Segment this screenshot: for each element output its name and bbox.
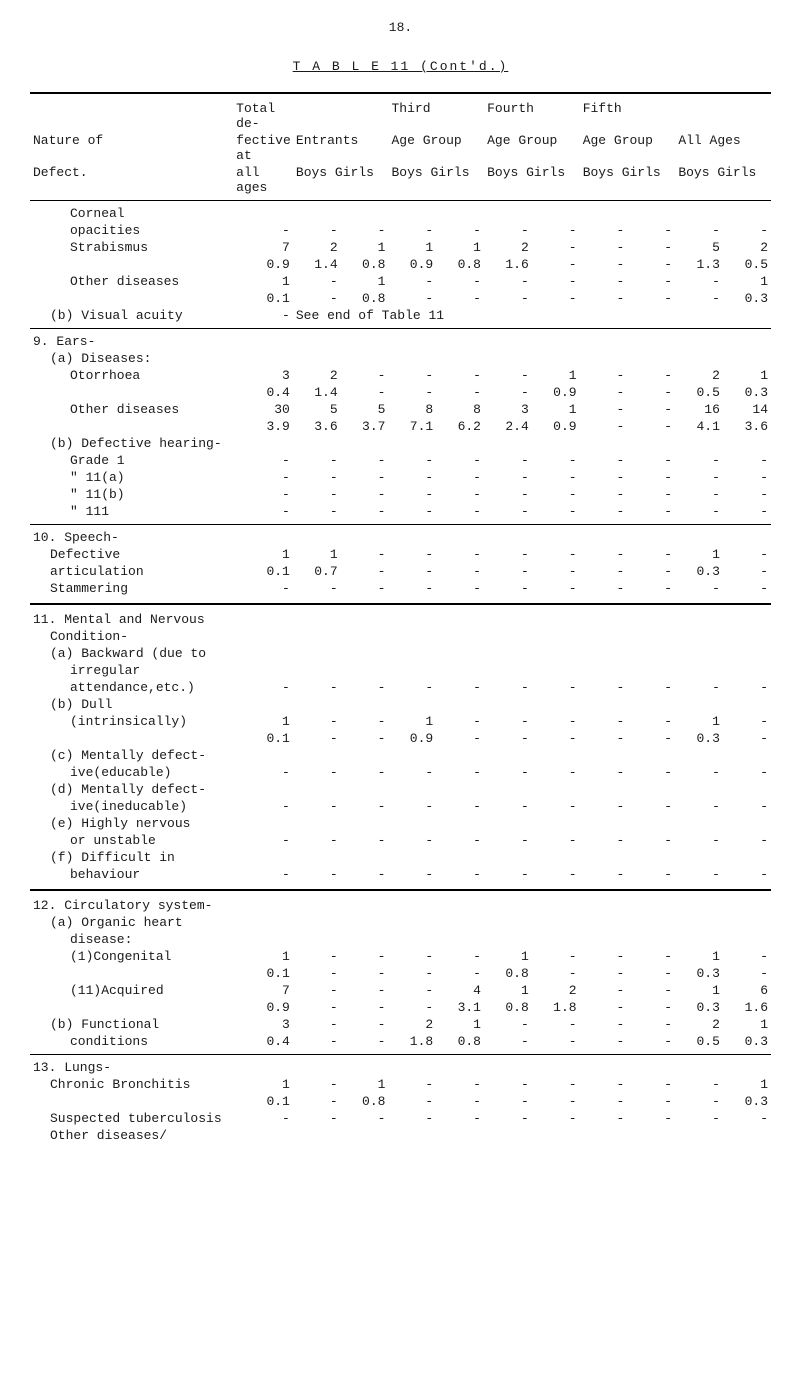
row-defhearing: (b) Defective hearing- — [30, 435, 233, 452]
table-row: articulation 0.10.7-------0.3- — [30, 563, 771, 580]
table-row: (b) Visual acuity - See end of Table 11 — [30, 307, 771, 324]
row-organic: (a) Organic heart — [30, 914, 233, 931]
table-row: ive(educable)----------- — [30, 764, 771, 781]
table-row: (b) Functional 3--21----21 — [30, 1016, 771, 1033]
hdr-third: Third — [389, 100, 485, 132]
table-row: conditions 0.4--1.80.8----0.50.3 — [30, 1033, 771, 1050]
page-number: 18. — [30, 20, 771, 35]
divider — [30, 889, 771, 891]
table-row: attendance,etc.)----------- — [30, 679, 771, 696]
divider — [30, 92, 771, 94]
hdr-entrants: Entrants — [293, 132, 389, 164]
table-row: (11)Acquired 7---412--16 — [30, 982, 771, 999]
row-ears: 9. Ears- — [30, 333, 233, 350]
hdr-agegroup: Age Group — [389, 132, 485, 164]
table-row: Grade 1----------- — [30, 452, 771, 469]
data-table-ears: 9. Ears- (a) Diseases: Otorrhoea 32----1… — [30, 333, 771, 520]
row-mentdef2: (d) Mentally defect- — [30, 781, 233, 798]
table-row: Defective 11-------1- — [30, 546, 771, 563]
table-row: 3.93.63.77.16.22.40.9--4.13.6 — [30, 418, 771, 435]
divider — [30, 524, 771, 525]
header-table: Total de- Third Fourth Fifth Nature of f… — [30, 100, 771, 196]
hdr-total: Total de- — [233, 100, 293, 132]
hdr-allages2: all ages — [233, 164, 293, 196]
row-speech: 10. Speech- — [30, 529, 233, 546]
table-row: 0.1-0.8-------0.3 — [30, 290, 771, 307]
table-row: 0.1----0.8---0.3- — [30, 965, 771, 982]
hdr-fective: fective at — [233, 132, 293, 164]
row-mentdef: (c) Mentally defect- — [30, 747, 233, 764]
table-row: (intrinsically) 1--1-----1- — [30, 713, 771, 730]
hdr-bg1: Boys Girls — [293, 164, 389, 196]
row-irregular: irregular — [30, 662, 233, 679]
table-row: ive(ineducable)----------- — [30, 798, 771, 815]
table-row: (1)Congenital 1----1---1- — [30, 948, 771, 965]
hdr-agegroup3: Age Group — [580, 132, 676, 164]
table-row: " 11(b)----------- — [30, 486, 771, 503]
hdr-fifth: Fifth — [580, 100, 676, 132]
row-highly: (e) Highly nervous — [30, 815, 233, 832]
table-row: " 11(a)----------- — [30, 469, 771, 486]
row-otherdis: Other diseases/ — [30, 1127, 233, 1144]
row-disease: disease: — [30, 931, 233, 948]
divider — [30, 1054, 771, 1055]
data-table-lungs: 13. Lungs- Chronic Bronchitis 1-1-------… — [30, 1059, 771, 1144]
table-row: 0.9---3.10.81.8--0.31.6 — [30, 999, 771, 1016]
row-lungs: 13. Lungs- — [30, 1059, 233, 1076]
row-diseases: (a) Diseases: — [30, 350, 233, 367]
row-dull: (b) Dull — [30, 696, 233, 713]
data-table-1: Corneal opacities ----------- Strabismus… — [30, 205, 771, 324]
data-table-mental: 11. Mental and Nervous Condition- (a) Ba… — [30, 611, 771, 883]
table-row: behaviour----------- — [30, 866, 771, 883]
table-row: opacities ----------- — [30, 222, 771, 239]
data-table-circ: 12. Circulatory system- (a) Organic hear… — [30, 897, 771, 1050]
divider — [30, 328, 771, 329]
divider — [30, 603, 771, 605]
table-row: Stammering----------- — [30, 580, 771, 597]
hdr-defect: Defect. — [30, 164, 233, 196]
row-mental: 11. Mental and Nervous — [30, 611, 233, 628]
row-circ: 12. Circulatory system- — [30, 897, 233, 914]
table-row: Chronic Bronchitis 1-1-------1 — [30, 1076, 771, 1093]
table-row: Other diseases 1-1-------1 — [30, 273, 771, 290]
hdr-bg4: Boys Girls — [580, 164, 676, 196]
table-row: or unstable----------- — [30, 832, 771, 849]
data-table-speech: 10. Speech- Defective 11-------1- articu… — [30, 529, 771, 597]
table-row: 0.1-0.8-------0.3 — [30, 1093, 771, 1110]
hdr-bg2: Boys Girls — [389, 164, 485, 196]
row-corneal: Corneal — [30, 205, 233, 222]
hdr-fourth: Fourth — [484, 100, 580, 132]
row-condition: Condition- — [30, 628, 233, 645]
row-backward: (a) Backward (due to — [30, 645, 233, 662]
hdr-bg5: Boys Girls — [675, 164, 771, 196]
table-row: 0.41.4----0.9--0.50.3 — [30, 384, 771, 401]
table-row: Suspected tuberculosis----------- — [30, 1110, 771, 1127]
table-row: Otorrhoea 32----1--21 — [30, 367, 771, 384]
hdr-agegroup2: Age Group — [484, 132, 580, 164]
table-row: 0.1--0.9-----0.3- — [30, 730, 771, 747]
row-difficult: (f) Difficult in — [30, 849, 233, 866]
divider — [30, 200, 771, 201]
hdr-nature: Nature of — [30, 132, 233, 164]
table-row: Strabismus 721112---52 — [30, 239, 771, 256]
table-row: 0.91.40.80.90.81.6---1.30.5 — [30, 256, 771, 273]
table-row: " 111----------- — [30, 503, 771, 520]
table-title: T A B L E 11 (Cont'd.) — [30, 59, 771, 74]
table-row: Other diseases 30558831--1614 — [30, 401, 771, 418]
hdr-bg3: Boys Girls — [484, 164, 580, 196]
hdr-allages: All Ages — [675, 132, 771, 164]
